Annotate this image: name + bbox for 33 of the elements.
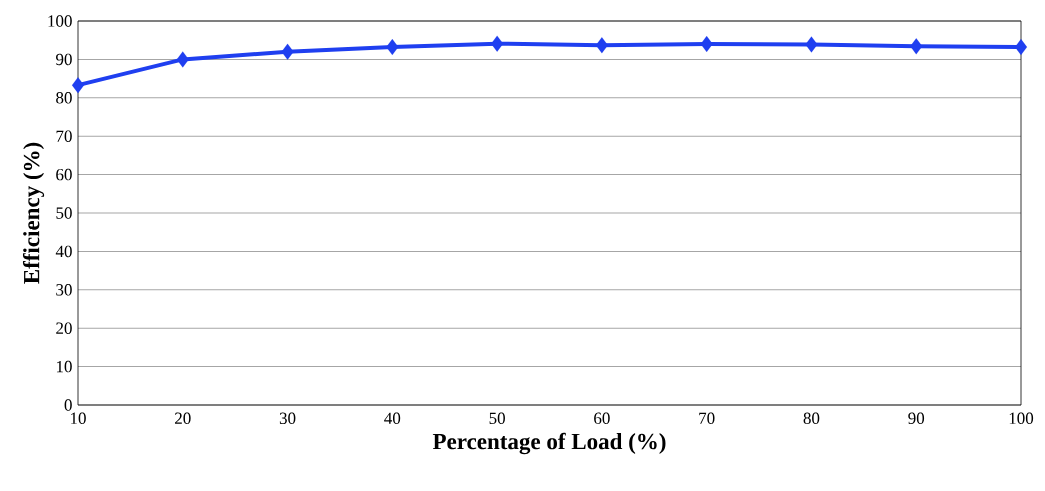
point — [491, 35, 504, 52]
y-tick-label: 30 — [56, 284, 72, 296]
point — [281, 43, 294, 60]
point — [386, 39, 399, 56]
x-axis-title: Percentage of Load (%) — [432, 432, 666, 455]
y-tick-label: 20 — [56, 322, 72, 334]
x-tick-label: 20 — [175, 412, 191, 425]
x-tick-label: 100 — [1009, 412, 1034, 425]
y-tick-label: 100 — [48, 15, 72, 27]
x-tick-label: 40 — [384, 412, 401, 425]
y-tick-label: 60 — [56, 168, 72, 181]
point — [595, 37, 608, 54]
y-tick-label: 50 — [56, 207, 72, 219]
x-tick-label: 30 — [279, 412, 296, 425]
y-tick-label: 10 — [56, 360, 72, 373]
point — [176, 51, 189, 68]
x-tick-label: 60 — [594, 412, 610, 425]
y-tick-label: 70 — [56, 130, 72, 142]
point — [910, 38, 923, 55]
x-tick-label: 70 — [699, 412, 715, 425]
x-tick-label: 90 — [908, 412, 925, 425]
x-tick-label: 10 — [70, 412, 86, 425]
y-tick-label: 40 — [55, 245, 72, 258]
x-tick-label: 50 — [489, 412, 505, 425]
point — [805, 36, 818, 53]
point — [71, 77, 85, 94]
x-tick-label: 80 — [803, 412, 820, 425]
y-tick-label: 80 — [56, 92, 72, 104]
y-tick-label: 90 — [56, 53, 72, 66]
y-tick-label: 0 — [64, 399, 72, 411]
point — [1014, 39, 1028, 56]
point — [700, 35, 713, 53]
y-axis-title: Efficiency (%) — [22, 142, 45, 284]
